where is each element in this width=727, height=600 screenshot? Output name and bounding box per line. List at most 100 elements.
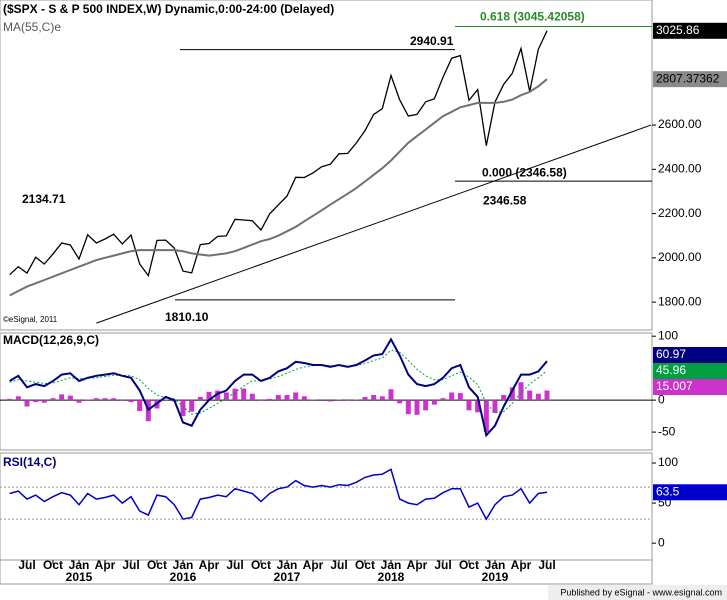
x-tick-label: Apr	[199, 558, 220, 572]
year-label: 2016	[170, 570, 197, 584]
chart-title: ($SPX - S & P 500 INDEX,W) Dynamic,0:00-…	[3, 2, 334, 16]
histogram-bar	[405, 400, 411, 415]
histogram-bar	[33, 400, 39, 403]
x-tick-label: Apr	[95, 558, 116, 572]
histogram-bar	[371, 395, 377, 401]
histogram-bar	[301, 396, 307, 401]
histogram-bar	[466, 400, 472, 411]
rsi-title: RSI(14,C)	[3, 455, 56, 469]
histogram-bar	[440, 398, 446, 401]
y-tick-label: 0	[658, 535, 665, 549]
x-tick-label: Jul	[538, 558, 555, 572]
histogram-bar	[483, 400, 489, 433]
histogram-bar	[59, 394, 65, 401]
histogram-bar	[7, 398, 13, 401]
year-label: 2019	[482, 570, 509, 584]
x-tick-label: Oct	[355, 558, 375, 572]
x-tick-label: Oct	[147, 558, 167, 572]
ma-line	[9, 78, 548, 297]
histogram-bar	[457, 393, 463, 401]
y-tick-label: 100	[658, 328, 678, 342]
histogram-bar	[518, 382, 524, 401]
histogram-bar	[267, 398, 273, 401]
histogram-bar	[111, 398, 117, 401]
histogram-bar	[431, 400, 437, 405]
x-tick-label: Jul	[18, 558, 35, 572]
histogram-bar	[85, 399, 91, 401]
price-line	[9, 30, 548, 278]
y-tick-label: 2200.00	[658, 206, 702, 220]
rsi-last-bg	[653, 484, 727, 501]
histogram-bar	[345, 400, 351, 401]
histogram-bar	[67, 395, 73, 401]
year-label: 2017	[274, 570, 301, 584]
histogram-bar	[492, 400, 498, 413]
histogram-bar	[362, 396, 368, 401]
copyright: ©eSignal, 2011	[3, 315, 58, 324]
ma-label: MA(55,C)e	[3, 20, 61, 34]
histogram-bar	[93, 398, 99, 401]
histogram-bar	[379, 396, 385, 401]
y-tick-label: 2400.00	[658, 161, 702, 175]
histogram-bar	[449, 392, 455, 401]
rsi-last: 63.5	[656, 484, 680, 498]
axis-frame	[0, 559, 653, 585]
histogram-bar	[275, 395, 281, 401]
price-last-bg	[653, 22, 727, 39]
histogram-bar	[223, 392, 229, 401]
histogram-bar	[475, 400, 481, 413]
histogram-bar	[310, 399, 316, 401]
panel-frame	[0, 332, 653, 451]
level-label: 2134.71	[22, 192, 66, 206]
macd-last-bg	[653, 347, 727, 363]
histogram-bar	[206, 391, 212, 401]
y-tick-label: 2000.00	[658, 250, 702, 264]
histogram-bar	[423, 400, 429, 411]
histogram-bar	[527, 390, 533, 401]
x-tick-label: Jan	[173, 558, 194, 572]
histogram-bar	[509, 387, 515, 401]
x-tick-label: Jan	[485, 558, 506, 572]
y-tick-label: 1800.00	[658, 294, 702, 308]
y-tick-label: 0	[658, 392, 665, 406]
signal-last-bg	[653, 363, 727, 379]
y-tick-label: 2600.00	[658, 117, 702, 131]
price-last: 3025.86	[656, 23, 700, 37]
histogram-bar	[414, 400, 420, 415]
macd-last: 60.97	[656, 347, 686, 361]
macd-line	[9, 337, 548, 438]
x-tick-label: Oct	[459, 558, 479, 572]
ma-last: 2807.37362	[656, 71, 720, 85]
histogram-bar	[327, 400, 333, 402]
histogram-bar	[76, 400, 82, 403]
signal-line	[9, 349, 548, 415]
x-tick-label: Oct	[251, 558, 271, 572]
x-tick-label: Jul	[226, 558, 243, 572]
histogram-bar	[50, 398, 56, 401]
footer-bg	[548, 585, 727, 600]
x-tick-label: Apr	[303, 558, 324, 572]
histogram-bar	[336, 399, 342, 401]
x-tick-label: Jan	[381, 558, 402, 572]
histogram-bar	[163, 399, 169, 401]
level-label: 2346.58	[483, 193, 527, 207]
histogram-bar	[119, 400, 125, 401]
histogram-bar	[41, 400, 47, 403]
histogram-bar	[535, 393, 541, 401]
histogram-bar	[137, 400, 143, 411]
histogram-bar	[284, 395, 290, 401]
x-tick-label: Apr	[511, 558, 532, 572]
trendline	[96, 124, 652, 324]
histogram-bar	[189, 400, 195, 412]
histogram-bar	[197, 396, 203, 401]
histogram-bar	[258, 400, 264, 401]
x-tick-label: Apr	[407, 558, 428, 572]
histogram-bar	[397, 400, 403, 404]
hist-last: 15.007	[656, 379, 693, 393]
panel-frame	[0, 0, 653, 331]
level-label: 2940.91	[410, 34, 454, 48]
footer: Published by eSignal - www.esignal.com	[560, 587, 722, 597]
ma-last-bg	[653, 71, 727, 88]
histogram-bar	[388, 389, 394, 401]
